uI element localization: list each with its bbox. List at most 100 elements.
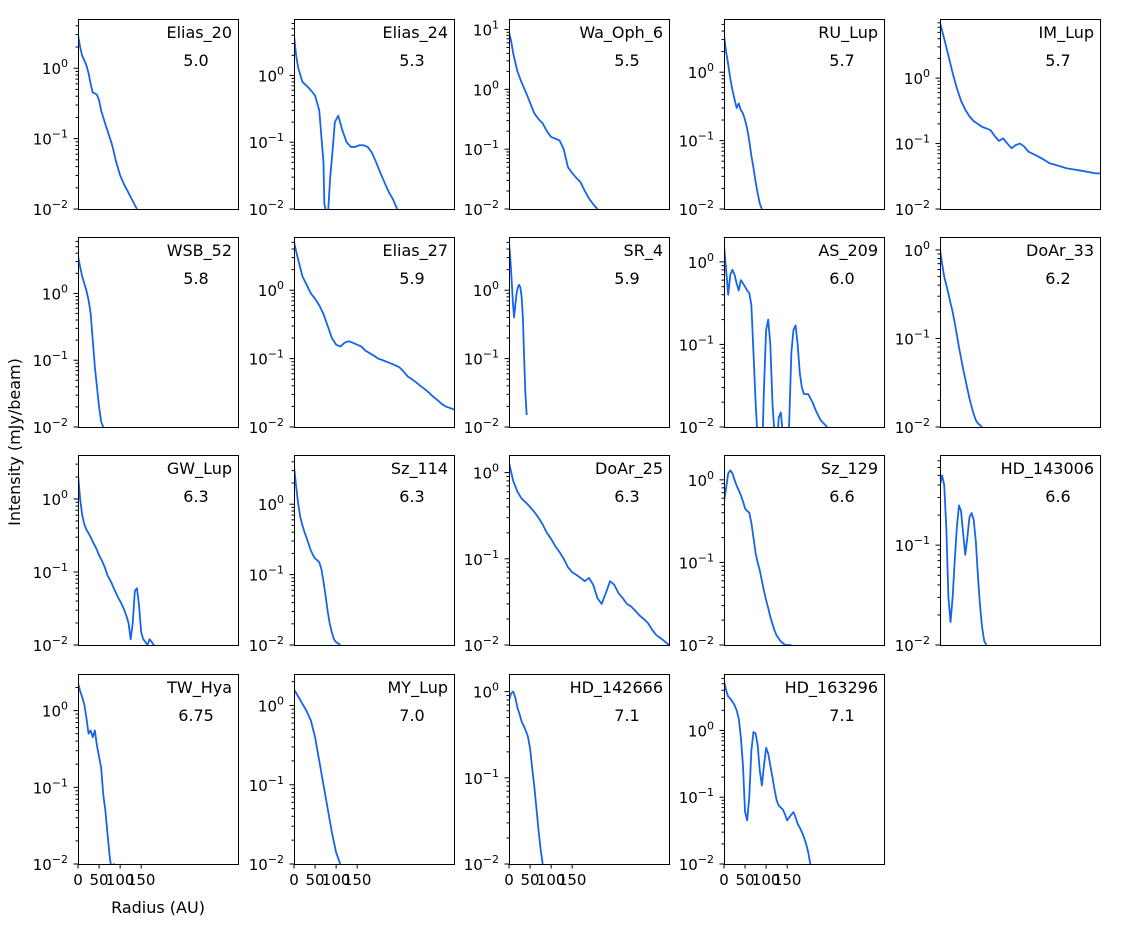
- plot-frame: [294, 455, 455, 646]
- y-tick-label: 100: [258, 695, 284, 716]
- series-line-elias-20: [78, 34, 138, 209]
- panel-name-label: HD_163296: [785, 678, 878, 698]
- x-tick-label: 150: [343, 871, 372, 889]
- y-tick-label: 10−1: [249, 564, 284, 585]
- panel-value-label: 7.1: [829, 706, 854, 725]
- panel-elias-20: 100 10−1 10−2 Elias_20 5.0: [33, 19, 239, 219]
- y-tick-label: 10−2: [895, 416, 930, 437]
- y-tick-label: 10−2: [33, 416, 68, 437]
- x-tick-label: 50: [90, 871, 109, 889]
- y-tick-label: 100: [904, 67, 930, 88]
- x-tick-label: 100: [752, 871, 781, 889]
- panel-name-label: WSB_52: [167, 241, 232, 261]
- x-tick-label: 50: [306, 871, 325, 889]
- panel-im-lup: 100 10−1 10−2 IM_Lup 5.7: [895, 19, 1101, 219]
- x-tick-label: 0: [289, 871, 299, 889]
- panel-doar-33: 100 10−1 10−2 DoAr_33 6.2: [895, 237, 1101, 437]
- x-tick-label: 0: [719, 871, 729, 889]
- y-tick-label: 10−1: [249, 774, 284, 795]
- y-tick-label: 100: [42, 282, 68, 303]
- x-tick-label: 50: [521, 871, 540, 889]
- y-tick-label: 10−2: [249, 853, 284, 874]
- panel-value-label: 5.9: [614, 269, 639, 288]
- y-tick-label: 10−1: [679, 786, 714, 807]
- y-tick-label: 100: [42, 700, 68, 721]
- series-line-sr-4: [509, 242, 528, 416]
- panel-elias-27: 100 10−1 10−2 Elias_27 5.9: [249, 237, 455, 437]
- panel-value-label: 6.3: [614, 487, 639, 506]
- panel-value-label: 5.3: [399, 51, 424, 70]
- x-tick-label: 100: [322, 871, 351, 889]
- y-tick-label: 10−1: [249, 348, 284, 369]
- panel-name-label: IM_Lup: [1039, 23, 1094, 43]
- plot-frame: [724, 455, 885, 646]
- plot-frame: [294, 237, 455, 428]
- panel-value-label: 5.7: [1045, 51, 1070, 70]
- panel-sr-4: 100 10−1 10−2 SR_4 5.9: [464, 237, 670, 437]
- series-line-elias-27: [294, 242, 454, 411]
- y-tick-label: 10−1: [679, 551, 714, 572]
- panel-value-label: 6.3: [399, 487, 424, 506]
- y-tick-label: 10−1: [679, 333, 714, 354]
- y-tick-label: 10−2: [464, 853, 499, 874]
- panel-name-label: Sz_114: [391, 459, 448, 479]
- x-tick-label: 100: [106, 871, 135, 889]
- panel-wsb-52: 100 10−1 10−2 WSB_52 5.8: [33, 237, 239, 437]
- y-tick-label: 100: [258, 493, 284, 514]
- series-line-gw-lup: [78, 473, 155, 645]
- y-tick-label: 10−2: [33, 634, 68, 655]
- plot-frame: [294, 674, 455, 865]
- panel-value-label: 6.0: [829, 269, 854, 288]
- y-tick-label: 100: [688, 719, 714, 740]
- panel-name-label: HD_142666: [570, 678, 663, 698]
- series-line-tw-hya: [78, 682, 115, 864]
- x-tick-label: 0: [73, 871, 83, 889]
- y-tick-label: 10−2: [895, 634, 930, 655]
- y-tick-label: 10−2: [679, 634, 714, 655]
- series-line-doar-33: [940, 249, 983, 427]
- series-line-ru-lup: [724, 34, 763, 209]
- panel-doar-25: 100 10−1 10−2 DoAr_25 6.3: [464, 455, 670, 655]
- panel-value-label: 6.6: [829, 487, 854, 506]
- plot-frame: [509, 455, 670, 646]
- plot-frame: [78, 237, 239, 428]
- y-tick-label: 10−1: [33, 776, 68, 797]
- x-tick-label: 150: [558, 871, 587, 889]
- panel-value-label: 5.7: [829, 51, 854, 70]
- y-tick-label: 10−2: [679, 853, 714, 874]
- panel-name-label: RU_Lup: [818, 23, 878, 43]
- panel-as-209: 100 10−1 10−2 AS_209 6.0: [679, 237, 885, 437]
- panel-value-label: 6.75: [178, 706, 214, 725]
- y-tick-label: 10−1: [464, 138, 499, 159]
- plot-frame: [724, 674, 885, 865]
- y-tick-label: 10−1: [895, 327, 930, 348]
- x-tick-label: 0: [504, 871, 514, 889]
- plot-frame: [294, 19, 455, 210]
- y-tick-label: 10−1: [679, 130, 714, 151]
- panel-value-label: 5.9: [399, 269, 424, 288]
- panel-elias-24: 100 10−1 10−2 Elias_24 5.3: [249, 19, 455, 219]
- y-tick-label: 10−1: [33, 561, 68, 582]
- plot-frame: [940, 237, 1101, 428]
- series-line-my-lup: [294, 688, 342, 864]
- y-tick-label: 10−1: [464, 767, 499, 788]
- series-line-wa-oph-6: [509, 32, 599, 209]
- y-tick-label: 101: [473, 19, 499, 40]
- panel-value-label: 5.8: [183, 269, 208, 288]
- panel-gw-lup: 100 10−1 10−2 GW_Lup 6.3: [33, 455, 239, 655]
- y-tick-label: 10−2: [464, 198, 499, 219]
- plot-frame: [509, 674, 670, 865]
- y-tick-label: 10−2: [895, 198, 930, 219]
- y-tick-label: 10−1: [33, 128, 68, 149]
- series-line-doar-25: [509, 462, 669, 645]
- panel-name-label: Elias_27: [383, 241, 449, 261]
- y-tick-label: 10−1: [33, 349, 68, 370]
- panel-name-label: Wa_Oph_6: [579, 23, 663, 43]
- plot-frame: [509, 19, 670, 210]
- panel-name-label: DoAr_25: [595, 459, 663, 479]
- y-tick-label: 10−2: [249, 634, 284, 655]
